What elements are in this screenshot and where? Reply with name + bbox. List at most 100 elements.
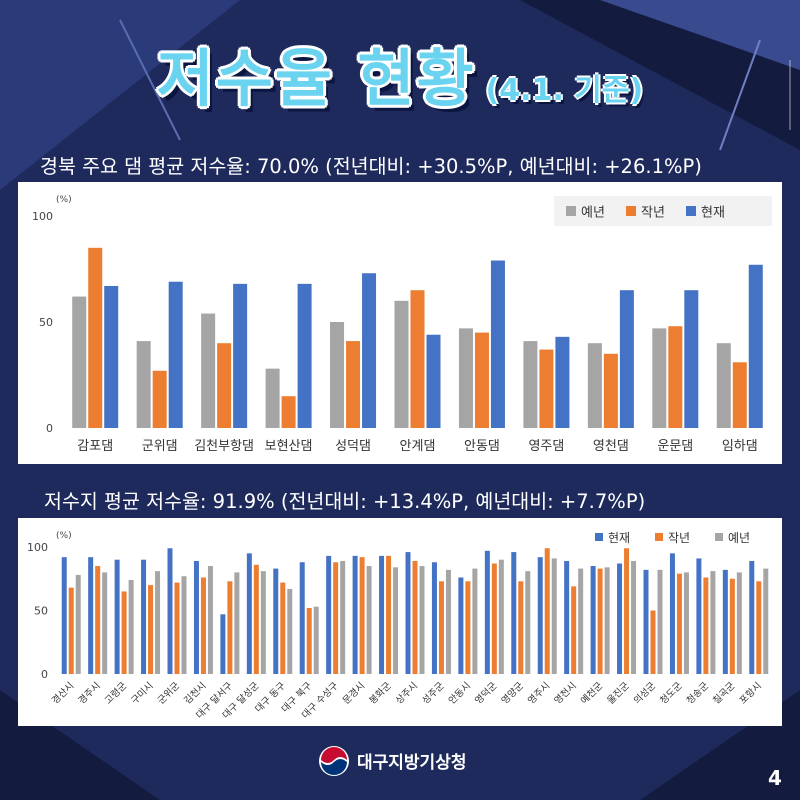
reservoir-bar xyxy=(246,553,252,674)
reservoir-bar xyxy=(669,553,675,674)
reservoir-bar xyxy=(75,574,81,674)
dam-category-label: 영천댐 xyxy=(593,439,629,454)
reservoir-bar xyxy=(491,563,497,674)
dam-bar xyxy=(732,362,747,428)
reservoir-bar xyxy=(590,566,596,674)
reservoir-bar xyxy=(518,581,524,674)
reservoir-bar xyxy=(333,562,339,674)
reservoir-chart-panel: 0 50 100 (%) 경산시 경주시 고령군 구미시 군위군 김천시 대구 달서구 대구 달성군 대… xyxy=(18,518,782,726)
reservoir-bar xyxy=(207,566,213,674)
reservoir-bar xyxy=(749,560,755,674)
reservoir-bar xyxy=(102,572,108,674)
reservoir-bar xyxy=(729,578,735,674)
reservoir-legend-box xyxy=(583,526,773,548)
reservoir-bar xyxy=(379,555,385,674)
dam-y-tick-label: 100 xyxy=(32,210,53,223)
reservoir-category-label: 상주시 xyxy=(394,680,420,706)
page-number: 4 xyxy=(768,766,782,790)
reservoir-legend-label: 현재 xyxy=(608,531,630,545)
dam-bar xyxy=(152,370,167,428)
reservoir-bar xyxy=(564,560,570,674)
dam-bar xyxy=(394,300,409,428)
dam-bar xyxy=(201,313,216,428)
reservoir-bar xyxy=(676,573,682,674)
reservoir-bar xyxy=(419,566,425,674)
dam-bar xyxy=(217,343,232,428)
reservoir-bar xyxy=(650,610,656,674)
reservoir-bar xyxy=(624,548,630,674)
reservoir-bar xyxy=(366,566,372,674)
reservoir-category-label: 영덕군 xyxy=(473,680,500,707)
reservoir-bar xyxy=(438,581,444,674)
reservoir-bar xyxy=(763,568,769,674)
dam-bar xyxy=(104,285,119,428)
dam-bar xyxy=(490,260,505,428)
dam-legend-label: 현재 xyxy=(701,206,725,221)
reservoir-category-label: 청송군 xyxy=(685,680,712,707)
reservoir-bar xyxy=(511,552,517,674)
reservoir-bar xyxy=(756,581,762,674)
reservoir-category-label: 봉화군 xyxy=(367,680,394,707)
reservoir-bar xyxy=(571,586,577,674)
title-date: (4.1. 기준) xyxy=(485,73,644,108)
reservoir-bar xyxy=(696,558,702,674)
reservoir-category-label: 경주시 xyxy=(76,680,103,707)
reservoir-caption: 저수지 평균 저수율: 91.9% (전년대비: +13.4%P, 예년대비: … xyxy=(44,490,646,513)
dam-bar xyxy=(603,353,618,428)
dam-bar xyxy=(539,349,554,428)
reservoir-bar xyxy=(386,555,392,674)
dam-category-label: 감포댐 xyxy=(77,439,113,454)
reservoir-bar xyxy=(431,562,437,674)
reservoir-bar xyxy=(61,557,67,674)
dam-category-label: 김천부항댐 xyxy=(194,439,254,454)
reservoir-legend-swatch xyxy=(655,533,663,541)
dam-y-tick-label: 0 xyxy=(46,422,53,435)
reservoir-bar xyxy=(260,571,266,674)
reservoir-bar xyxy=(617,563,623,674)
reservoir-bar xyxy=(193,560,199,674)
dam-bar xyxy=(265,368,280,428)
dam-legend-swatch xyxy=(626,206,636,216)
title-main: 저수율 현황 xyxy=(156,42,476,115)
reservoir-category-label: 영주시 xyxy=(526,680,552,706)
reservoir-bar xyxy=(722,569,728,674)
reservoir-category-label: 포항시 xyxy=(738,680,764,706)
reservoir-y-tick-label: 100 xyxy=(27,541,48,554)
dam-bar xyxy=(587,343,602,428)
reservoir-bar xyxy=(445,569,451,674)
reservoir-category-label: 구미시 xyxy=(129,680,155,706)
page-title: 저수율 현황 (4.1. 기준) xyxy=(0,28,800,118)
reservoir-legend-swatch xyxy=(715,533,723,541)
reservoir-bar xyxy=(393,567,399,674)
dam-legend-swatch xyxy=(566,206,576,216)
dam-bar xyxy=(474,332,489,428)
dam-category-label: 군위댐 xyxy=(142,439,178,454)
dam-bar xyxy=(346,341,361,428)
reservoir-bar xyxy=(313,606,319,674)
dam-bar xyxy=(555,336,570,428)
reservoir-bar xyxy=(200,577,206,674)
reservoir-bar xyxy=(597,568,603,674)
reservoir-bar xyxy=(472,568,478,674)
agency-name: 대구지방기상청 xyxy=(357,753,467,773)
dam-caption: 경북 주요 댐 평균 저수율: 70.0% (전년대비: +30.5%P, 예년… xyxy=(40,155,702,178)
reservoir-y-tick-label: 0 xyxy=(41,668,48,681)
reservoir-category-label: 영양군 xyxy=(500,680,527,707)
dam-bar xyxy=(88,247,103,428)
reservoir-category-label: 고령군 xyxy=(102,679,129,706)
reservoir-bar xyxy=(68,587,74,674)
dam-bar xyxy=(684,290,699,428)
dam-bar xyxy=(168,281,183,428)
reservoir-bar xyxy=(340,560,346,674)
agency-logo-icon xyxy=(319,746,349,776)
reservoir-bar xyxy=(220,614,226,674)
reservoir-bar xyxy=(405,552,411,674)
reservoir-bar xyxy=(128,580,134,674)
reservoir-bar xyxy=(280,582,286,674)
dam-bar xyxy=(652,328,667,428)
reservoir-category-label: 의성군 xyxy=(632,680,659,707)
dam-chart: 0 50 100(%) 감포댐 군위댐 김천부항댐 보현산댐 성덕댐 안계댐 안동댐 영주댐 영천댐 운… xyxy=(32,195,772,454)
reservoir-bar xyxy=(465,581,471,674)
reservoir-bar xyxy=(537,557,543,674)
